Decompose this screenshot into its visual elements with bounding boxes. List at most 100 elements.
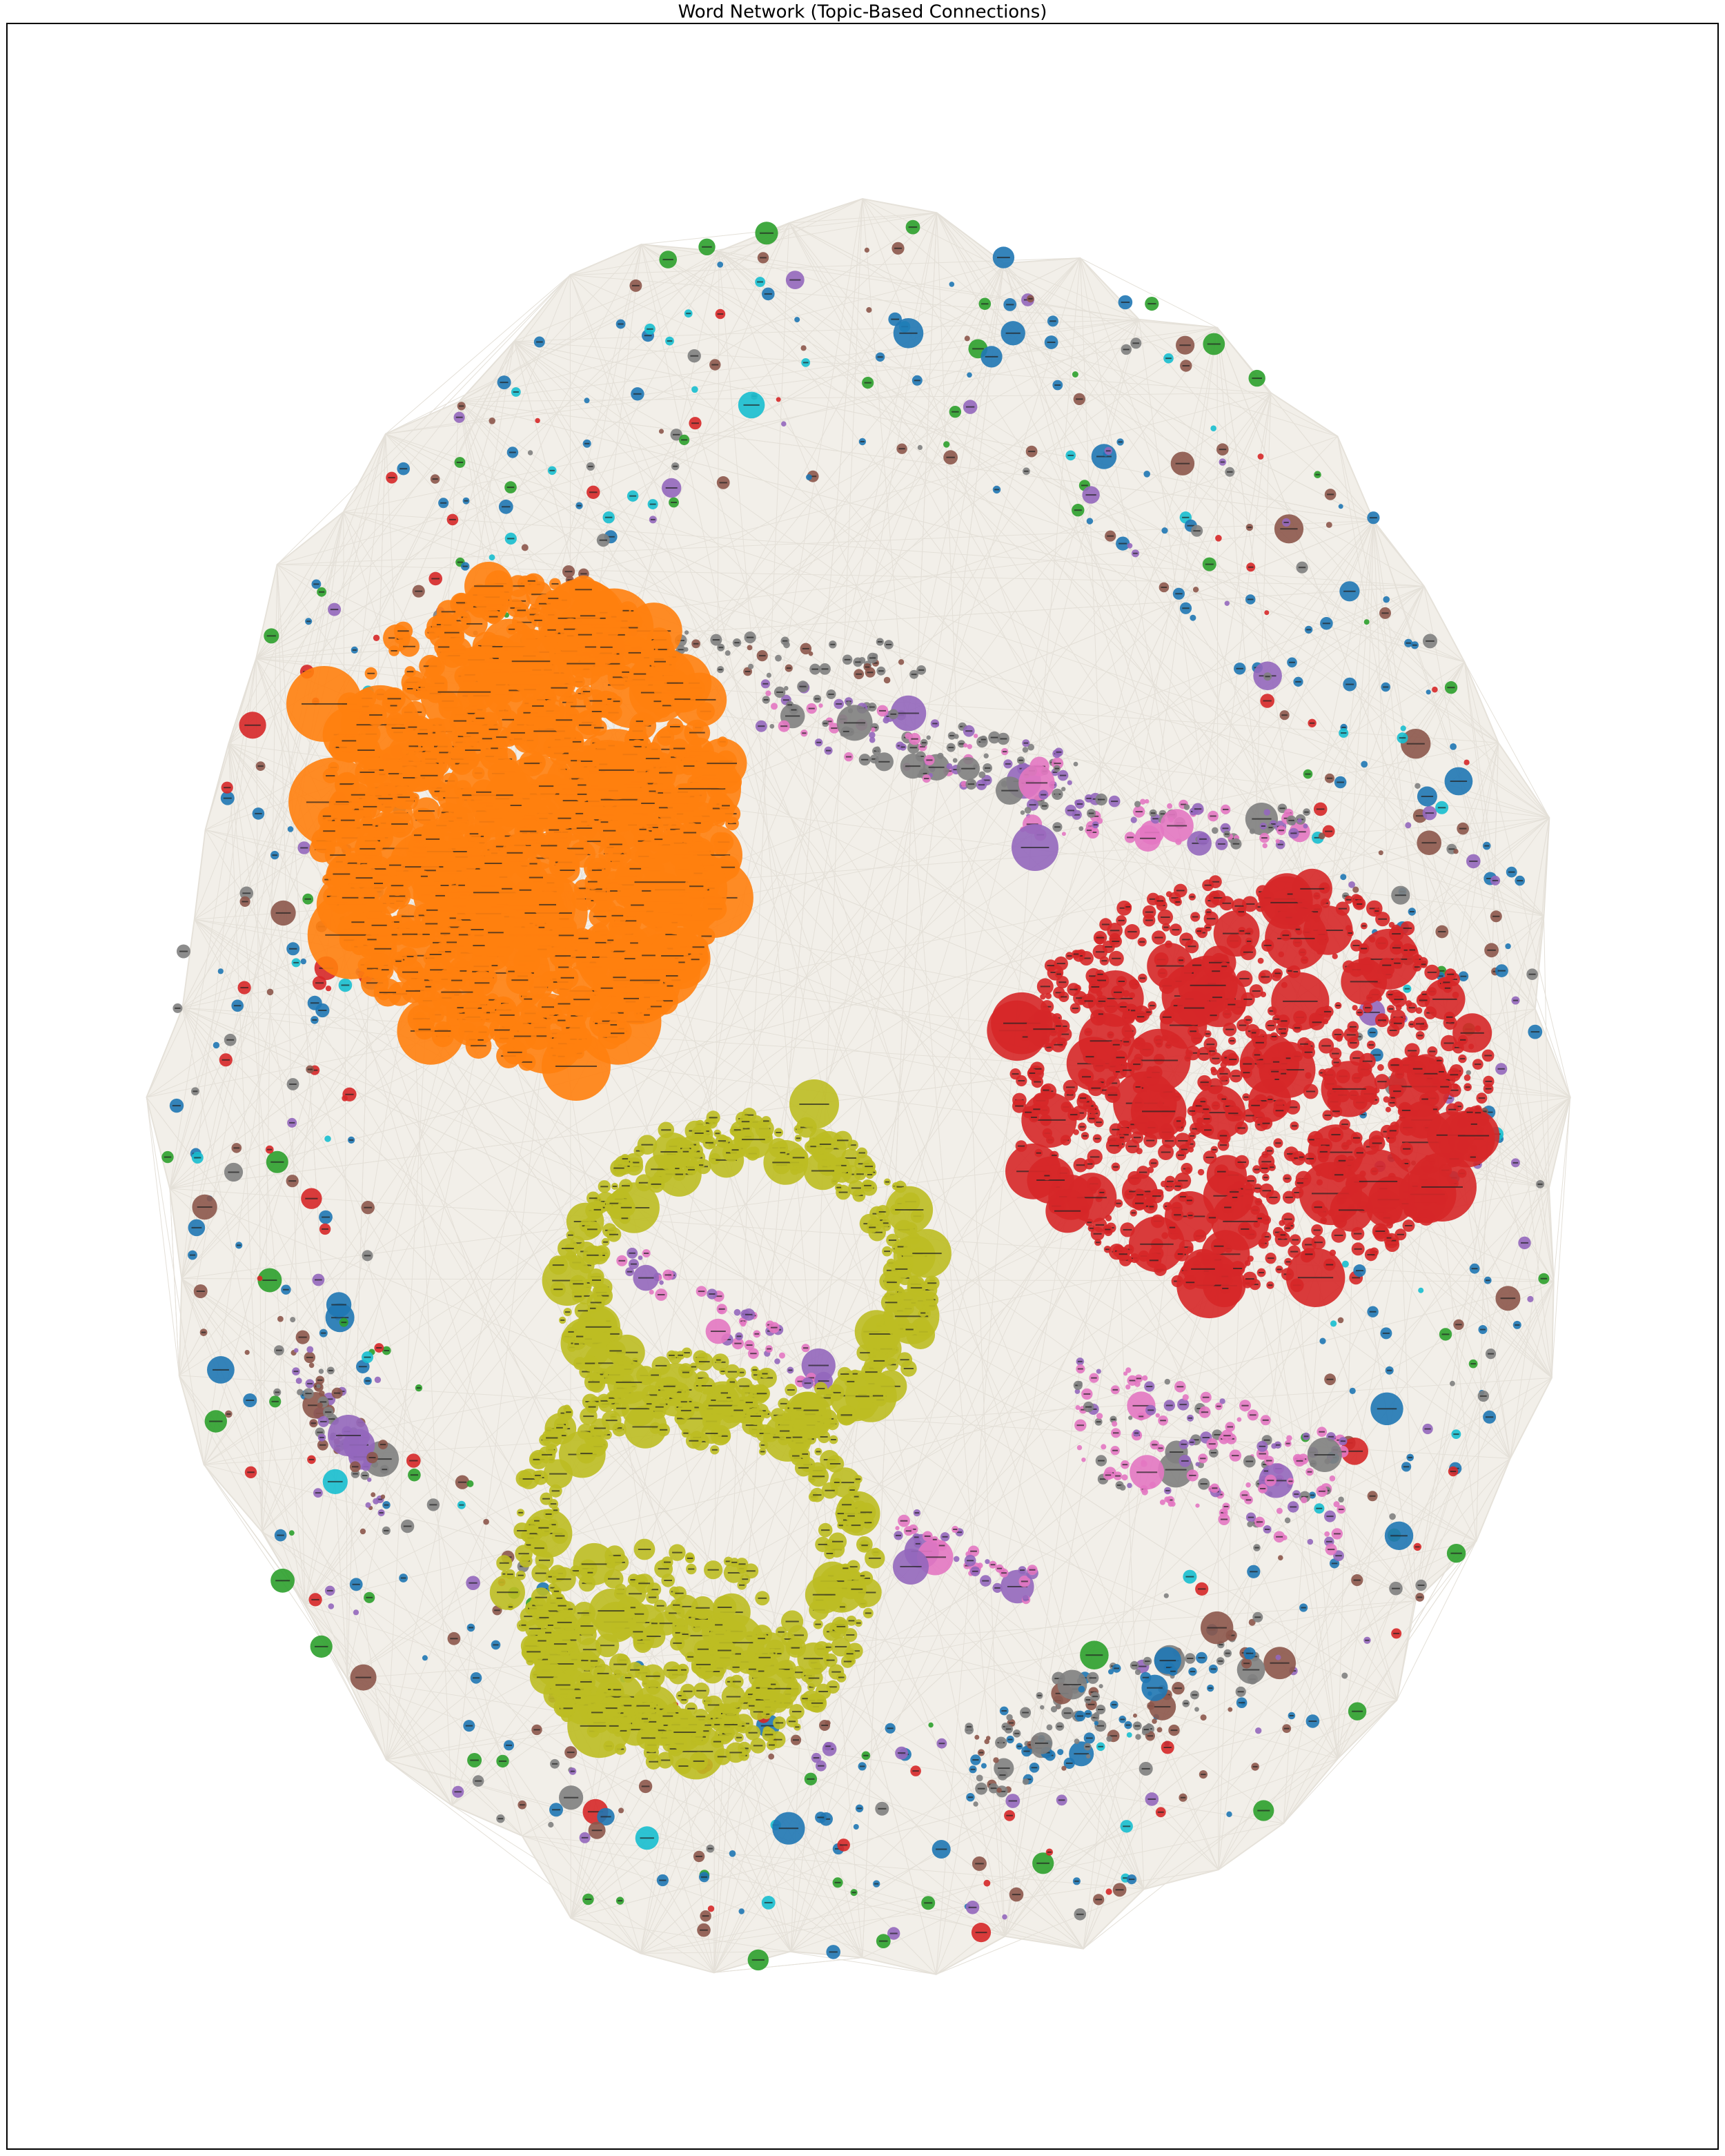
edge [255, 222, 789, 659]
node-label-mark [707, 1848, 713, 1850]
node-label-mark [914, 1536, 919, 1538]
node-label-mark [760, 1725, 776, 1727]
node-label-mark [633, 673, 647, 675]
node-label-mark [317, 1379, 323, 1381]
word-node [1159, 1499, 1165, 1505]
word-node [784, 686, 789, 691]
node-label-mark [558, 1003, 571, 1005]
node-label-mark [352, 1466, 359, 1468]
node-label-mark [1092, 1696, 1098, 1698]
node-label-mark [1127, 836, 1134, 839]
node-label-mark [932, 723, 938, 725]
node-label-mark [1157, 1811, 1164, 1813]
node-label-mark [410, 1474, 418, 1476]
node-label-mark [622, 609, 629, 611]
node-label-mark [1076, 398, 1083, 400]
word-node [864, 247, 869, 253]
word-node [466, 1480, 474, 1487]
node-label-mark [1414, 1546, 1420, 1548]
edge [1080, 257, 1218, 329]
node-label-mark [641, 1785, 650, 1787]
edge [146, 1097, 180, 1376]
node-label-mark [702, 246, 712, 248]
edge [1004, 1187, 1550, 1937]
node-label-mark [1417, 1585, 1425, 1586]
word-node [1341, 1260, 1349, 1268]
node-label-mark [298, 1336, 307, 1338]
node-label-mark [257, 765, 264, 767]
node-label-mark [896, 1534, 901, 1536]
node-label-mark [520, 1804, 525, 1806]
node-label-mark [584, 442, 590, 444]
edge [1373, 520, 1536, 1009]
node-label-mark [408, 745, 418, 747]
node-label-mark [1112, 1389, 1118, 1391]
word-node [1341, 1672, 1348, 1679]
node-label-mark [197, 1206, 213, 1208]
node-label-mark [1086, 797, 1092, 799]
node-label-mark [580, 573, 587, 575]
node-label-mark [1076, 803, 1083, 805]
edge [1463, 662, 1555, 1282]
node-label-mark [666, 975, 678, 977]
word-node [875, 746, 880, 752]
node-label-mark [1210, 815, 1216, 817]
node-label-mark [323, 830, 335, 832]
node-label-mark [300, 847, 308, 849]
edge [228, 251, 720, 745]
node-label-mark [909, 747, 918, 749]
node-label-mark [1262, 1419, 1269, 1421]
node-label-mark [402, 971, 418, 973]
edge [1463, 661, 1550, 819]
node-label-mark [985, 767, 991, 769]
node-label-mark [1377, 1408, 1397, 1410]
edge [1337, 743, 1499, 1759]
edge [179, 511, 344, 1376]
node-label-mark [470, 1759, 479, 1761]
word-node [373, 634, 380, 641]
word-node [1156, 1727, 1163, 1733]
node-label-mark [1088, 812, 1094, 814]
node-label-mark [317, 1431, 323, 1433]
edge [458, 341, 515, 402]
node-label-mark [979, 1752, 984, 1754]
node-label-mark [1112, 1449, 1118, 1451]
node-label-mark [1005, 332, 1021, 334]
node-label-mark [1460, 975, 1467, 977]
word-node [1212, 827, 1219, 834]
node-label-mark [1484, 845, 1490, 847]
node-label-mark [1254, 1616, 1261, 1618]
node-label-mark [1393, 1632, 1400, 1634]
node-label-mark [1123, 1877, 1129, 1879]
word-node [1125, 1384, 1131, 1390]
node-label-mark [477, 1039, 484, 1041]
node-label-mark [522, 1061, 533, 1063]
word-node [973, 734, 978, 738]
node-label-mark [359, 847, 376, 850]
word-node [1226, 1811, 1232, 1817]
node-label-mark [382, 1469, 388, 1471]
node-label-mark [578, 784, 586, 786]
node-label-mark [914, 1512, 919, 1514]
node-label-mark [289, 1121, 295, 1124]
node-label-mark [271, 1400, 279, 1402]
node-label-mark [1223, 1435, 1231, 1437]
node-label-mark [600, 1816, 611, 1818]
node-label-mark [1035, 1742, 1049, 1744]
node-label-mark [1492, 879, 1499, 881]
node-label-mark [641, 803, 655, 804]
word-node [774, 1358, 780, 1364]
node-label-mark [1085, 1406, 1092, 1408]
node-label-mark [1058, 1799, 1065, 1801]
node-label-mark [341, 984, 350, 986]
word-node [1106, 1736, 1113, 1742]
word-node [535, 418, 540, 424]
node-label-mark [1189, 1474, 1196, 1476]
node-label-mark [310, 1002, 319, 1004]
node-label-mark [678, 961, 685, 963]
node-label-mark [1063, 1712, 1072, 1714]
node-label-mark [630, 1263, 637, 1265]
node-label-mark [474, 982, 490, 984]
node-label-mark [816, 741, 821, 743]
word-node [1164, 1378, 1171, 1385]
